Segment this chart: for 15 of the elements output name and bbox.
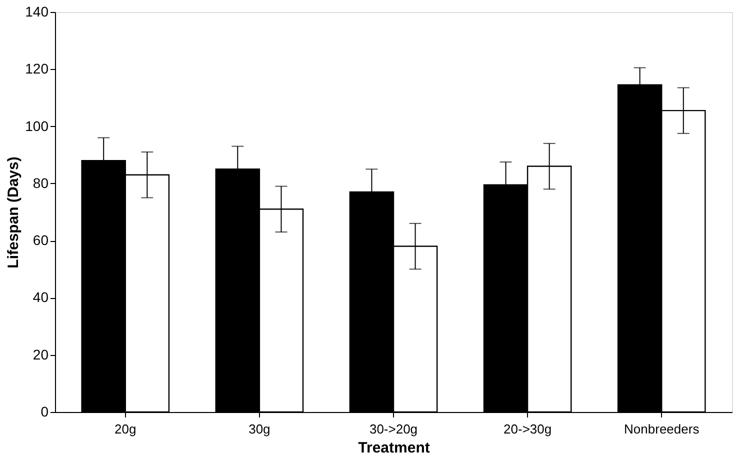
x-axis-title: Treatment: [358, 440, 430, 456]
x-tick-label: 30->20g: [369, 422, 418, 436]
y-tick-label: 0: [40, 404, 49, 420]
x-tick-label: Nonbreeders: [624, 422, 700, 436]
x-tick-label: 30g: [248, 422, 270, 436]
x-tick-label: 20->30g: [504, 422, 552, 436]
x-tick-label: 20g: [114, 422, 136, 436]
y-tick-label: 20: [32, 346, 49, 362]
y-tick-label: 40: [32, 289, 49, 306]
y-tick-label: 120: [25, 60, 49, 77]
y-tick-label: 140: [25, 4, 49, 20]
y-axis-title: Lifespan (Days): [5, 156, 22, 268]
y-tick-label: 80: [32, 174, 49, 191]
y-tick-label: 100: [25, 118, 49, 134]
y-tick-label: 60: [32, 232, 49, 248]
